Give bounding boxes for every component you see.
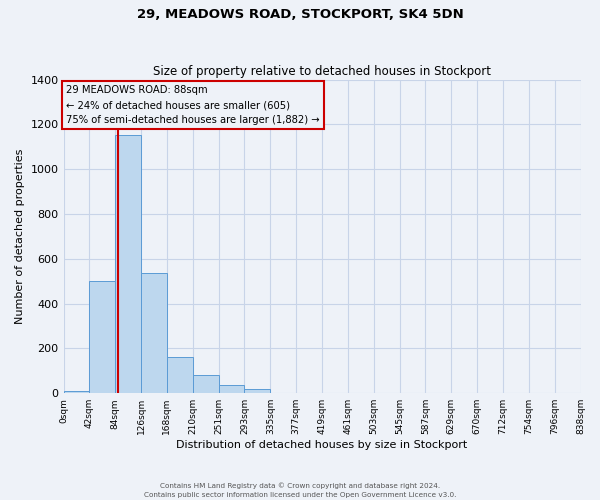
- Y-axis label: Number of detached properties: Number of detached properties: [15, 149, 25, 324]
- Title: Size of property relative to detached houses in Stockport: Size of property relative to detached ho…: [153, 66, 491, 78]
- Bar: [141, 274, 167, 393]
- Bar: [64, 391, 89, 393]
- Bar: [167, 358, 193, 393]
- Bar: [115, 134, 141, 393]
- Bar: [244, 389, 271, 393]
- Bar: [193, 375, 218, 393]
- Text: Contains HM Land Registry data © Crown copyright and database right 2024.
Contai: Contains HM Land Registry data © Crown c…: [144, 482, 456, 498]
- X-axis label: Distribution of detached houses by size in Stockport: Distribution of detached houses by size …: [176, 440, 467, 450]
- Text: 29, MEADOWS ROAD, STOCKPORT, SK4 5DN: 29, MEADOWS ROAD, STOCKPORT, SK4 5DN: [137, 8, 463, 20]
- Bar: [218, 386, 244, 393]
- Bar: [89, 281, 115, 393]
- Text: 29 MEADOWS ROAD: 88sqm
← 24% of detached houses are smaller (605)
75% of semi-de: 29 MEADOWS ROAD: 88sqm ← 24% of detached…: [66, 86, 320, 125]
